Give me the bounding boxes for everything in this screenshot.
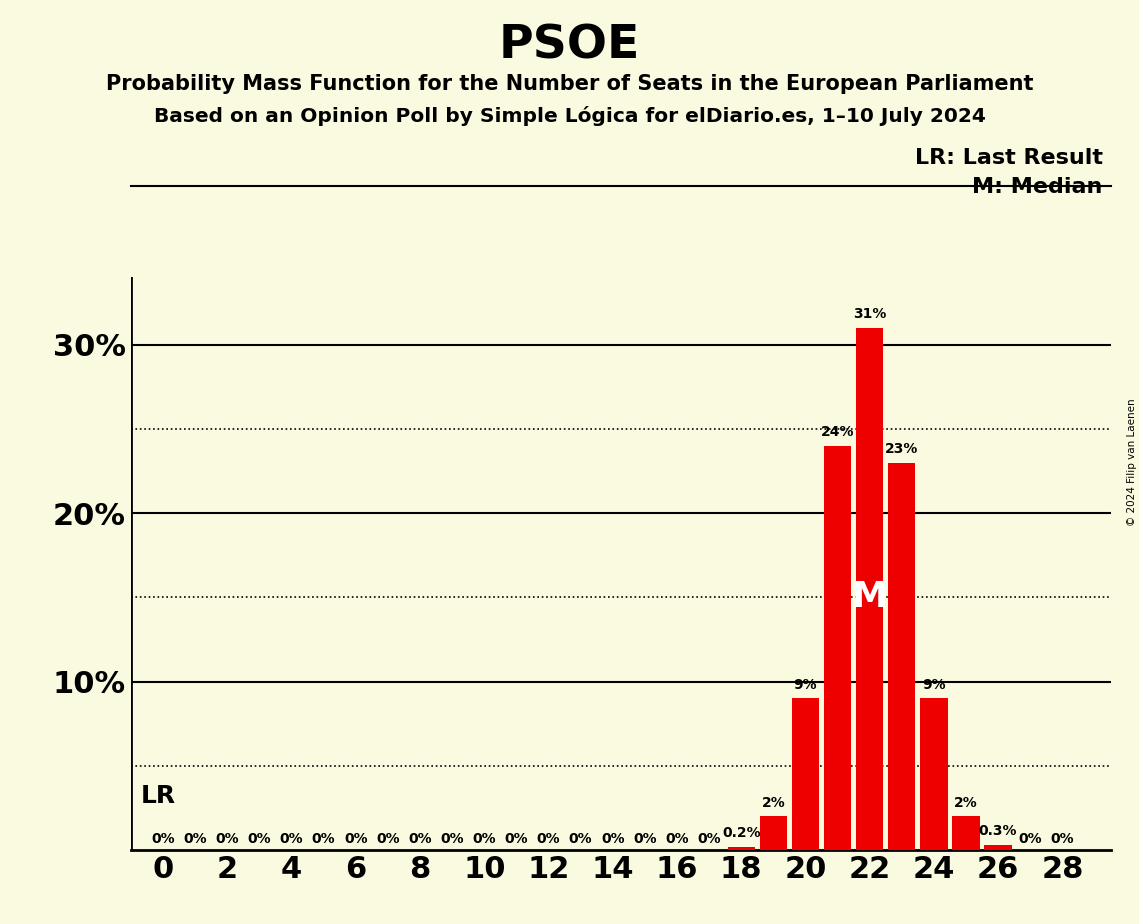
Text: 0%: 0% <box>1050 832 1074 845</box>
Text: 23%: 23% <box>885 442 918 456</box>
Bar <box>952 817 980 850</box>
Text: 9%: 9% <box>794 677 818 692</box>
Bar <box>888 463 916 850</box>
Text: 0%: 0% <box>536 832 560 845</box>
Text: Probability Mass Function for the Number of Seats in the European Parliament: Probability Mass Function for the Number… <box>106 74 1033 94</box>
Bar <box>792 699 819 850</box>
Text: 2%: 2% <box>762 796 785 809</box>
Text: 0%: 0% <box>344 832 368 845</box>
Text: 0%: 0% <box>215 832 239 845</box>
Text: 0%: 0% <box>376 832 400 845</box>
Text: 0%: 0% <box>151 832 175 845</box>
Bar <box>760 817 787 850</box>
Text: Based on an Opinion Poll by Simple Lógica for elDiario.es, 1–10 July 2024: Based on an Opinion Poll by Simple Lógic… <box>154 106 985 127</box>
Text: © 2024 Filip van Laenen: © 2024 Filip van Laenen <box>1126 398 1137 526</box>
Text: 0%: 0% <box>697 832 721 845</box>
Bar <box>984 845 1011 850</box>
Text: 0%: 0% <box>601 832 624 845</box>
Text: 9%: 9% <box>923 677 945 692</box>
Text: 0%: 0% <box>183 832 207 845</box>
Bar <box>823 445 851 850</box>
Text: 0%: 0% <box>633 832 657 845</box>
Text: 0.3%: 0.3% <box>978 824 1017 838</box>
Text: 0%: 0% <box>441 832 464 845</box>
Text: 2%: 2% <box>954 796 978 809</box>
Text: PSOE: PSOE <box>499 23 640 68</box>
Text: 0%: 0% <box>473 832 497 845</box>
Text: 31%: 31% <box>853 307 886 321</box>
Text: 0.2%: 0.2% <box>722 826 761 840</box>
Text: 24%: 24% <box>821 425 854 439</box>
Text: M: Median: M: Median <box>973 177 1103 198</box>
Text: LR: Last Result: LR: Last Result <box>915 148 1103 168</box>
Text: 0%: 0% <box>568 832 592 845</box>
Text: 0%: 0% <box>312 832 336 845</box>
Bar <box>857 328 884 850</box>
Text: M: M <box>852 580 887 614</box>
Bar <box>728 846 755 850</box>
Text: 0%: 0% <box>247 832 271 845</box>
Bar <box>920 699 948 850</box>
Text: 0%: 0% <box>1018 832 1042 845</box>
Text: 0%: 0% <box>505 832 528 845</box>
Text: 0%: 0% <box>665 832 689 845</box>
Text: 0%: 0% <box>408 832 432 845</box>
Text: 0%: 0% <box>280 832 303 845</box>
Text: LR: LR <box>140 784 175 808</box>
